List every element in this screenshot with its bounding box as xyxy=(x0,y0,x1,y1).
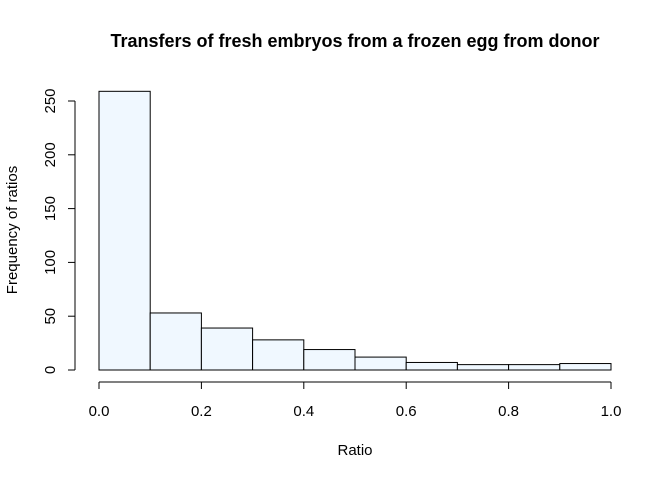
histogram-bar-4 xyxy=(303,349,356,371)
x-tick-label: 0.6 xyxy=(396,403,417,420)
x-axis-label: Ratio xyxy=(337,442,372,459)
histogram-bar-8 xyxy=(508,364,561,371)
y-axis-label: Frequency of ratios xyxy=(4,166,21,294)
histogram-bar-3 xyxy=(252,339,305,371)
y-axis: 0 50 100 150 200 250 xyxy=(42,88,76,374)
histogram-bar-2 xyxy=(200,327,254,371)
x-tick-label: 1.0 xyxy=(601,403,622,420)
bars-group xyxy=(98,90,612,371)
histogram-bar-6 xyxy=(405,361,458,371)
histogram-bar-5 xyxy=(354,356,407,371)
x-axis: 0.0 0.2 0.4 0.6 0.8 1.0 xyxy=(89,381,622,420)
x-tick-label: 0.4 xyxy=(293,403,314,420)
x-tick-label: 0.0 xyxy=(89,403,110,420)
histogram-bar-9 xyxy=(559,363,612,371)
histogram-bar-7 xyxy=(456,364,510,371)
y-tick-label: 50 xyxy=(42,308,59,325)
histogram-bar-0 xyxy=(98,90,151,371)
y-tick-label: 250 xyxy=(42,88,59,113)
chart-title: Transfers of fresh embryos from a frozen… xyxy=(110,31,599,51)
x-tick-label: 0.8 xyxy=(498,403,519,420)
histogram-bar-1 xyxy=(149,312,202,371)
y-tick-label: 100 xyxy=(42,250,59,275)
y-tick-label: 0 xyxy=(42,366,59,374)
y-tick-label: 200 xyxy=(42,142,59,167)
y-tick-label: 150 xyxy=(42,196,59,221)
x-tick-label: 0.2 xyxy=(191,403,212,420)
